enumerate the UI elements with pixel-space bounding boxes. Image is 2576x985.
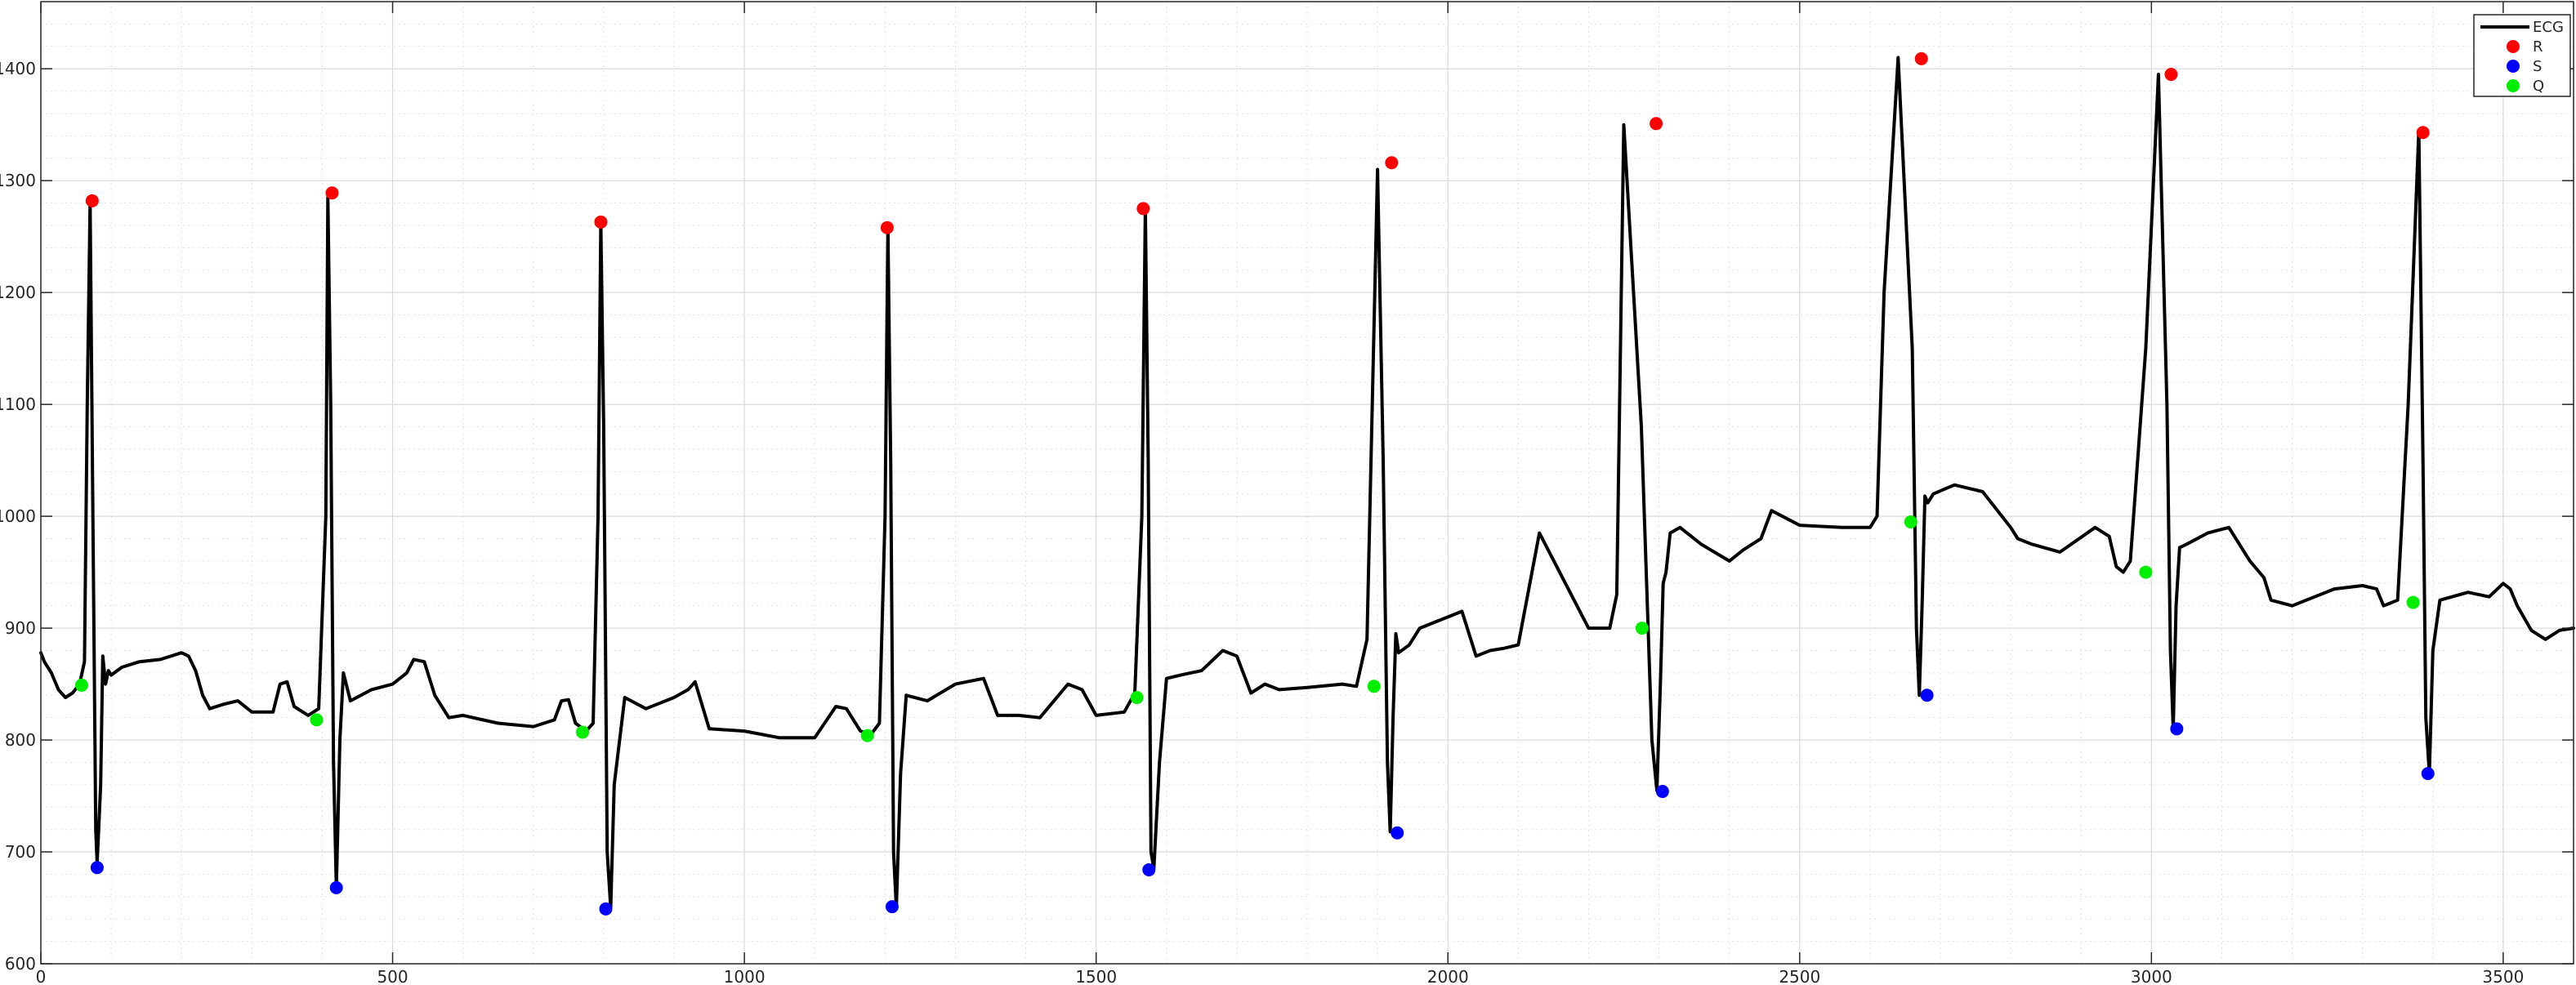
- r-peak-point: [2416, 126, 2430, 140]
- y-tick-label: 700: [5, 842, 36, 862]
- q-peak-point: [1130, 690, 1144, 704]
- s-peak-point: [1655, 785, 1669, 799]
- q-peak-point: [1635, 622, 1649, 635]
- x-tick-label: 3500: [2482, 967, 2524, 985]
- q-peak-point: [576, 725, 590, 739]
- x-tick-label: 500: [377, 967, 408, 985]
- legend-swatch-s: [2507, 60, 2520, 73]
- q-peak-point: [310, 713, 324, 727]
- legend-swatch-q: [2507, 79, 2520, 92]
- legend-label-ecg: ECG: [2533, 19, 2564, 36]
- s-peak-point: [2170, 722, 2184, 736]
- r-peak-point: [1136, 202, 1150, 216]
- minor-grid: [41, 1, 2574, 964]
- y-tick-label: 1400: [0, 59, 36, 78]
- y-tick-label: 1300: [0, 171, 36, 190]
- r-peak-point: [880, 221, 894, 234]
- s-peak-point: [2421, 767, 2435, 781]
- s-peak-point: [1391, 826, 1404, 840]
- x-tick-label: 1000: [724, 967, 766, 985]
- series-layer: [39, 51, 2575, 916]
- q-peak-point: [860, 729, 874, 742]
- y-tick-label: 900: [5, 618, 36, 638]
- y-tick-label: 600: [5, 954, 36, 974]
- y-tick-label: 1200: [0, 283, 36, 302]
- legend-label-s: S: [2533, 58, 2542, 75]
- x-tick-label: 0: [36, 967, 47, 985]
- r-peak-point: [594, 215, 608, 229]
- s-peak-point: [329, 880, 343, 894]
- x-tick-label: 2500: [1779, 967, 1820, 985]
- q-peak-point: [1904, 515, 1917, 528]
- r-peak-point: [1650, 117, 1663, 131]
- r-peak-point: [85, 194, 99, 207]
- s-peak-point: [90, 861, 104, 875]
- r-peak-point: [1914, 51, 1928, 65]
- y-tick-label: 1100: [0, 394, 36, 414]
- s-peak-point: [1920, 689, 1934, 702]
- legend: ECG RSQ: [2473, 14, 2571, 97]
- legend-swatch-r: [2507, 40, 2520, 53]
- ecg-series-line: [39, 56, 2575, 910]
- x-tick-label: 2000: [1427, 967, 1469, 985]
- r-peak-point: [325, 186, 339, 200]
- axes-frame: [40, 1, 2574, 965]
- x-tick-label: 3000: [2131, 967, 2172, 985]
- s-peak-point: [599, 902, 613, 916]
- q-peak-point: [2139, 565, 2153, 579]
- x-tick-label: 1500: [1075, 967, 1117, 985]
- legend-label-r: R: [2533, 38, 2543, 56]
- q-peak-point: [1367, 680, 1381, 693]
- s-peak-point: [1142, 862, 1156, 876]
- r-peak-point: [2164, 68, 2178, 82]
- y-tick-label: 1000: [0, 506, 36, 526]
- s-peak-point: [885, 900, 899, 914]
- legend-label-q: Q: [2533, 78, 2544, 95]
- y-tick-label: 800: [5, 730, 36, 750]
- q-peak-point: [2406, 595, 2420, 609]
- q-peak-point: [74, 678, 88, 692]
- r-peak-point: [1385, 156, 1399, 170]
